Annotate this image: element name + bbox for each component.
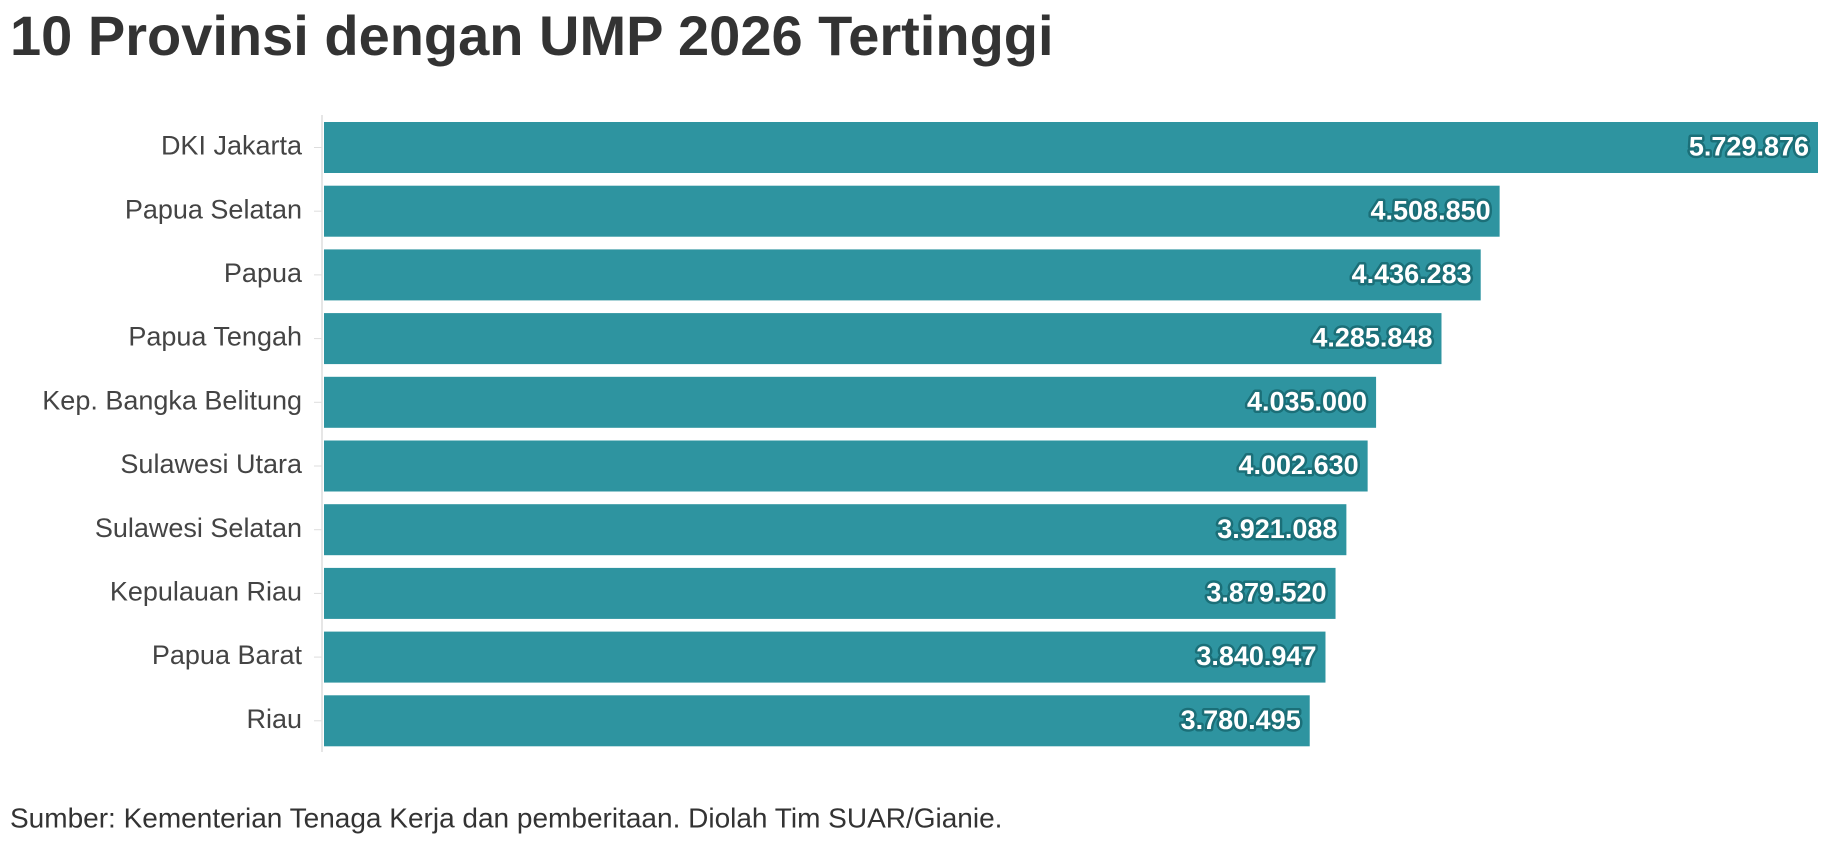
value-label: 4.436.283 bbox=[1352, 259, 1472, 289]
bar bbox=[324, 185, 1500, 237]
category-label: Papua Barat bbox=[152, 640, 303, 670]
value-label: 3.840.947 bbox=[1196, 641, 1316, 671]
bar bbox=[324, 313, 1442, 365]
category-label: Kepulauan Riau bbox=[110, 577, 302, 607]
category-label: DKI Jakarta bbox=[161, 131, 303, 161]
category-label: Kep. Bangka Belitung bbox=[42, 385, 302, 415]
bar bbox=[324, 122, 1818, 173]
bar bbox=[324, 504, 1347, 556]
bar bbox=[324, 440, 1368, 492]
bar bbox=[324, 567, 1336, 619]
value-label: 4.035.000 bbox=[1247, 386, 1367, 416]
category-label: Papua bbox=[224, 258, 303, 288]
value-label: 3.879.520 bbox=[1206, 578, 1326, 608]
category-label: Sulawesi Selatan bbox=[95, 513, 302, 543]
bar bbox=[324, 376, 1377, 428]
value-label: 4.002.630 bbox=[1239, 450, 1359, 480]
source-note: Sumber: Kementerian Tenaga Kerja dan pem… bbox=[10, 802, 1002, 833]
value-label: 3.921.088 bbox=[1217, 514, 1337, 544]
value-label: 4.508.850 bbox=[1371, 195, 1491, 225]
category-label: Papua Selatan bbox=[125, 194, 302, 224]
value-label: 3.780.495 bbox=[1181, 705, 1301, 735]
bar bbox=[324, 631, 1326, 683]
category-label: Riau bbox=[246, 704, 302, 734]
value-label: 4.285.848 bbox=[1312, 323, 1432, 353]
chart-title: 10 Provinsi dengan UMP 2026 Tertinggi bbox=[10, 4, 1054, 67]
bar bbox=[324, 249, 1481, 301]
value-label: 5.729.876 bbox=[1689, 132, 1809, 162]
bar bbox=[324, 695, 1310, 747]
category-label: Sulawesi Utara bbox=[120, 449, 303, 479]
category-label: Papua Tengah bbox=[128, 322, 302, 352]
